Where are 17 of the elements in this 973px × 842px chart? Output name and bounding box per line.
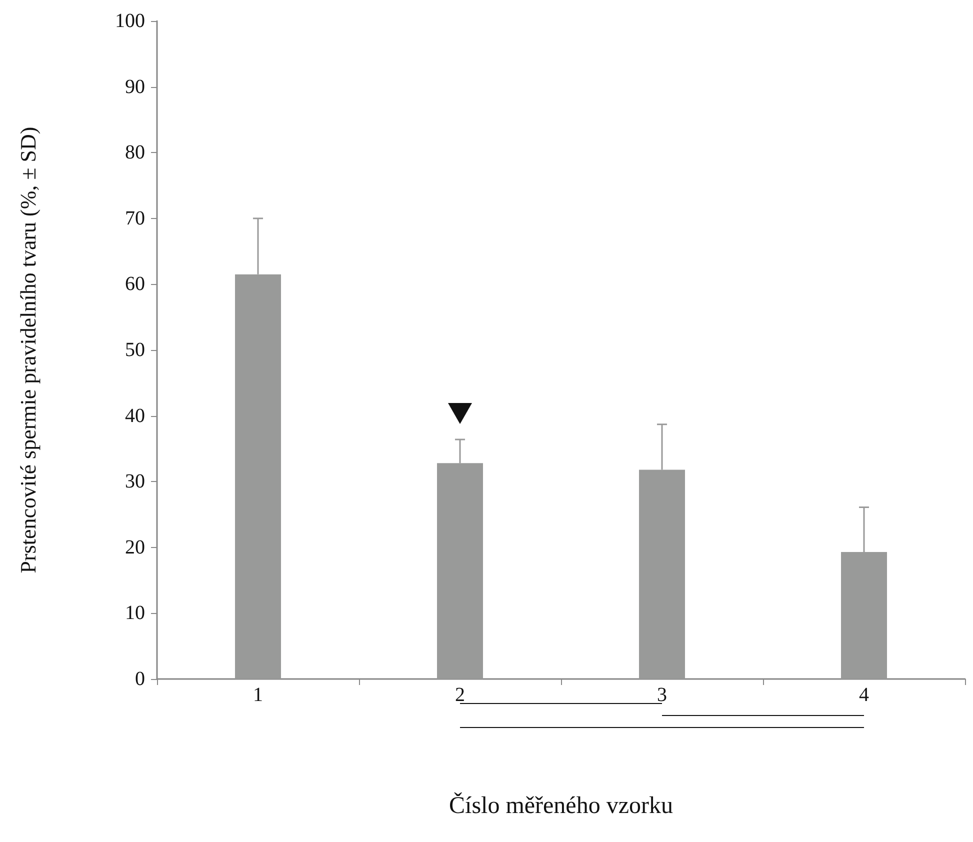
- y-tick-label: 10: [125, 602, 145, 624]
- y-tick-label: 40: [125, 404, 145, 427]
- y-tick-label: 70: [125, 207, 145, 230]
- x-tick-label: 2: [455, 684, 465, 706]
- x-tick-label: 3: [657, 684, 667, 706]
- y-tick-label: 30: [125, 470, 145, 493]
- y-axis-title: Prstencovité spermie pravidelního tvaru (%, ± SD): [16, 126, 40, 574]
- x-axis-title: Číslo měřeného vzorku: [449, 792, 673, 819]
- x-tick-label: 4: [859, 684, 869, 706]
- y-tick-label: 100: [115, 10, 145, 32]
- y-tick-label: 0: [135, 668, 145, 690]
- y-tick-label: 60: [125, 273, 145, 296]
- x-tick-label: 1: [253, 684, 263, 706]
- y-tick-label: 50: [125, 339, 145, 361]
- y-tick-label: 80: [125, 142, 145, 164]
- y-tick-label: 20: [125, 536, 145, 558]
- y-tick-label: 90: [125, 76, 145, 98]
